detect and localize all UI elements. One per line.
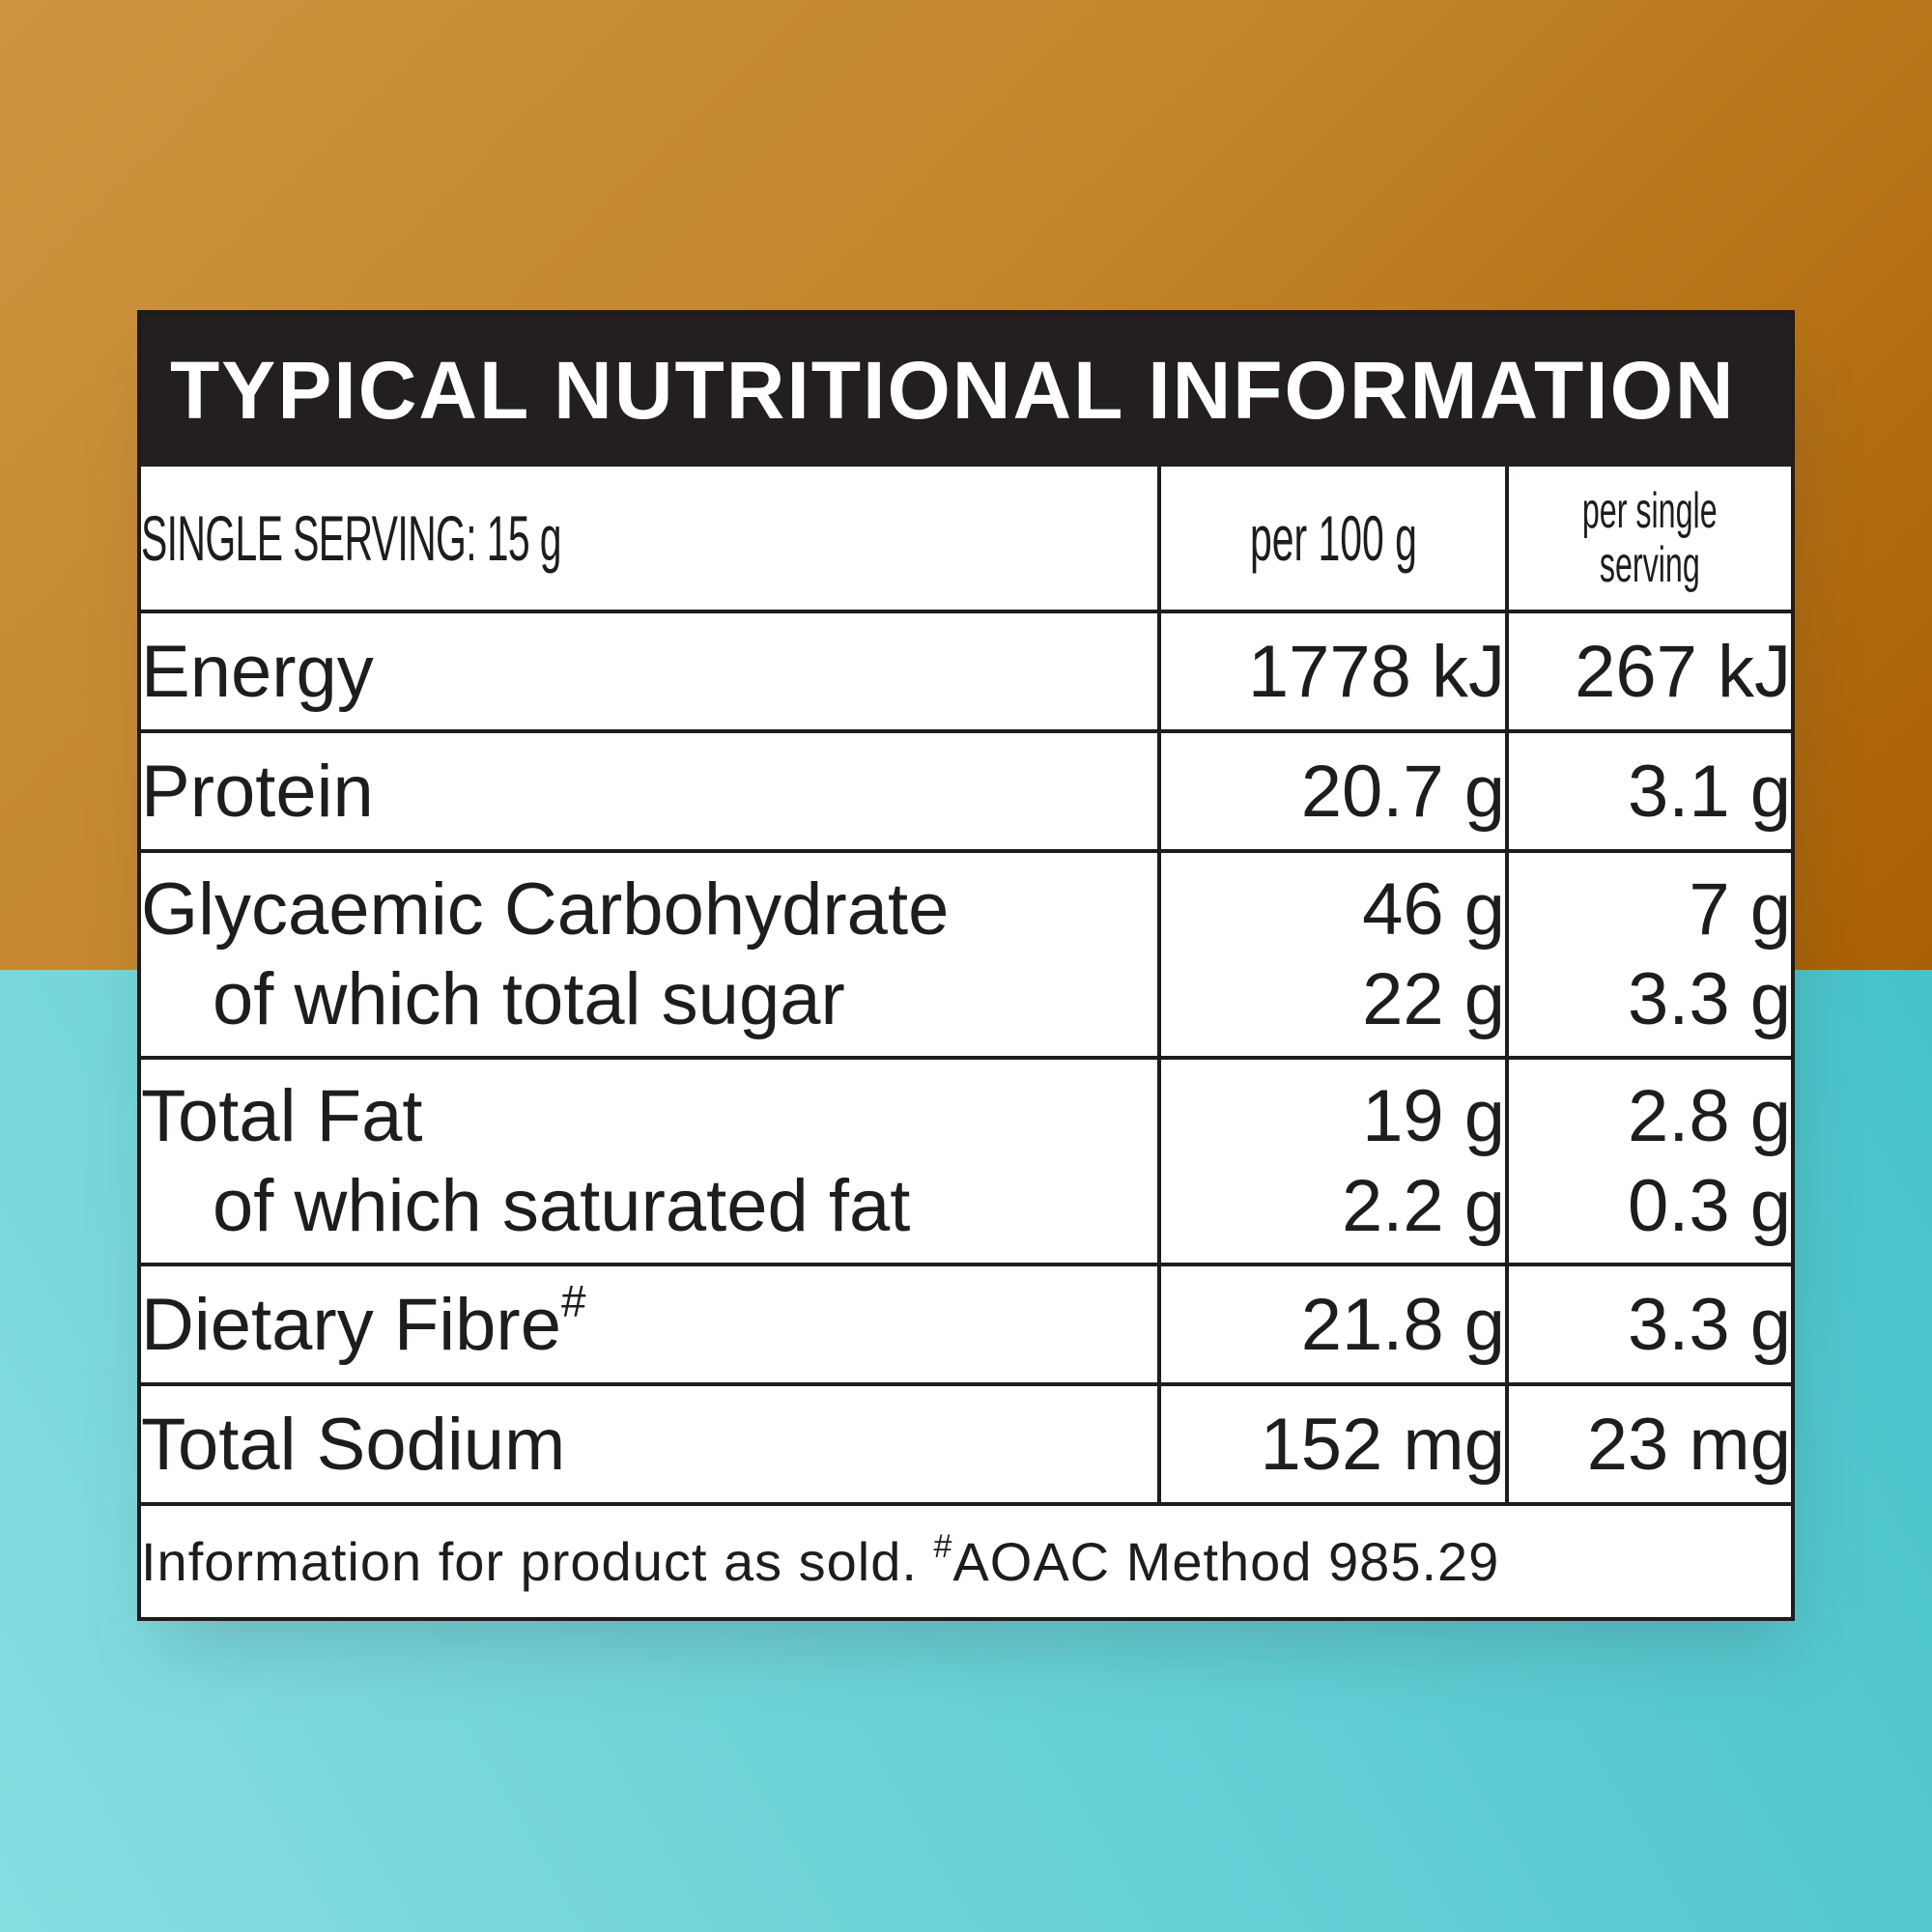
value-per-serving: 3.1 g <box>1505 729 1791 853</box>
footnote-marker: # <box>933 1527 953 1565</box>
nutrition-table: SINGLE SERVING: 15 g per 100 g per singl… <box>141 467 1791 1616</box>
value-per100: 152 mg <box>1157 1382 1509 1506</box>
value-per100-cell: 46 g 22 g <box>1157 849 1509 1060</box>
value-per-serving-cell: 7 g 3.3 g <box>1505 849 1791 1060</box>
nutrient-cell: Glycaemic Carbohydrate of which total su… <box>141 849 1161 1060</box>
nutrient-name: Total Sodium <box>141 1382 1161 1506</box>
table-row-fibre: Dietary Fibre# 21.8 g 3.3 g <box>141 1263 1791 1386</box>
column-header-per-serving-line1: per single <box>1582 483 1718 539</box>
value-per100: 1778 kJ <box>1157 610 1509 733</box>
nutrient-name: Glycaemic Carbohydrate <box>141 868 950 951</box>
table-row-fat: Total Fat of which saturated fat 19 g 2.… <box>141 1056 1791 1266</box>
subvalue-per-serving: 3.3 g <box>1627 958 1791 1040</box>
table-header-row: SINGLE SERVING: 15 g per 100 g per singl… <box>141 467 1791 613</box>
table-row-protein: Protein 20.7 g 3.1 g <box>141 729 1791 853</box>
nutrient-subname: of which total sugar <box>213 958 845 1040</box>
value-per-serving-cell: 2.8 g 0.3 g <box>1505 1056 1791 1266</box>
nutrient-cell: Dietary Fibre# <box>141 1263 1161 1386</box>
table-row-sodium: Total Sodium 152 mg 23 mg <box>141 1382 1791 1506</box>
nutrient-subname: of which saturated fat <box>213 1165 911 1247</box>
nutrient-name: Protein <box>141 729 1161 853</box>
serving-size-text: SINGLE SERVING: 15 g <box>141 502 562 574</box>
footnote-text: Information for product as sold. <box>141 1530 934 1592</box>
nutrient-name: Dietary Fibre <box>141 1283 561 1366</box>
value-per100: 46 g <box>1362 868 1505 951</box>
value-per-serving: 2.8 g <box>1627 1075 1791 1157</box>
value-per100-cell: 19 g 2.2 g <box>1157 1056 1509 1266</box>
value-per-serving: 267 kJ <box>1505 610 1791 733</box>
column-header-per-serving-line2: serving <box>1600 537 1700 593</box>
value-per100: 19 g <box>1362 1075 1505 1157</box>
subvalue-per100: 22 g <box>1362 958 1505 1040</box>
value-per100: 20.7 g <box>1157 729 1509 853</box>
column-header-per-serving: per single serving <box>1505 467 1791 613</box>
value-per-serving: 3.3 g <box>1505 1263 1791 1386</box>
panel-title: TYPICAL NUTRITIONAL INFORMATION <box>141 314 1791 467</box>
table-row-energy: Energy 1778 kJ 267 kJ <box>141 610 1791 733</box>
nutrition-panel: TYPICAL NUTRITIONAL INFORMATION SINGLE S… <box>137 310 1795 1621</box>
nutrient-cell: Total Fat of which saturated fat <box>141 1056 1161 1266</box>
serving-size-label: SINGLE SERVING: 15 g <box>141 467 1161 613</box>
subvalue-per-serving: 0.3 g <box>1627 1165 1791 1247</box>
value-per100: 21.8 g <box>1157 1263 1509 1386</box>
column-header-per100-text: per 100 g <box>1249 502 1417 574</box>
nutrient-name: Energy <box>141 610 1161 733</box>
footnote-row: Information for product as sold. #AOAC M… <box>141 1502 1791 1616</box>
footnote: Information for product as sold. #AOAC M… <box>141 1502 1791 1616</box>
footnote-method: AOAC Method 985.29 <box>952 1530 1500 1592</box>
column-header-per100: per 100 g <box>1157 467 1509 613</box>
value-per-serving: 23 mg <box>1505 1382 1791 1506</box>
footnote-marker: # <box>561 1275 586 1326</box>
subvalue-per100: 2.2 g <box>1341 1165 1505 1247</box>
table-row-carbohydrate: Glycaemic Carbohydrate of which total su… <box>141 849 1791 1060</box>
nutrient-name: Total Fat <box>141 1075 423 1157</box>
value-per-serving: 7 g <box>1689 868 1791 951</box>
